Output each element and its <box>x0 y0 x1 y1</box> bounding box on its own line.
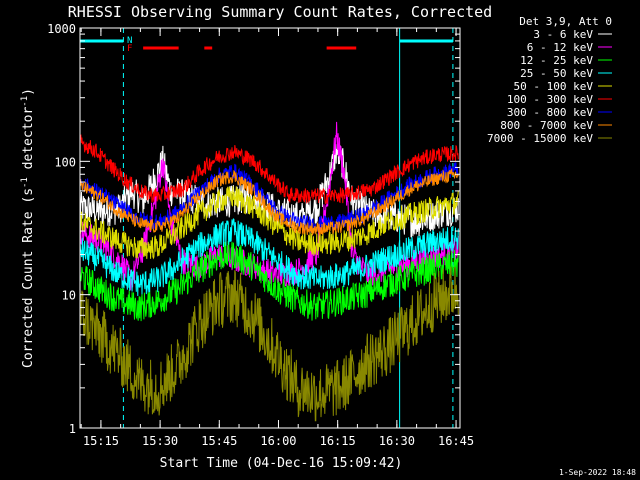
y-tick-label: 1 <box>69 422 76 436</box>
series-line <box>79 134 459 205</box>
timestamp: 1-Sep-2022 18:48 <box>559 468 636 477</box>
plot-area: NF 15:15 15:30 15:45 16:00 16:15 16:30 16:45 1… <box>47 22 474 448</box>
marker-label: N <box>127 36 132 46</box>
series-line <box>79 240 459 322</box>
series-line <box>79 266 459 422</box>
chart-title: RHESSI Observing Summary Count Rates, Co… <box>68 3 492 21</box>
legend-header: Det 3,9, Att 0 <box>519 15 612 28</box>
y-tick-label: 10 <box>62 289 76 303</box>
legend-label: 100 - 300 keV <box>507 93 593 106</box>
legend-label: 12 - 25 keV <box>520 54 593 67</box>
series-layer <box>79 121 459 422</box>
x-axis-label: Start Time (04-Dec-16 15:09:42) <box>160 456 403 471</box>
legend-label: 25 - 50 keV <box>520 67 593 80</box>
legend-label: 6 - 12 keV <box>527 41 594 54</box>
series-line <box>79 140 459 239</box>
x-tick-label: 15:30 <box>142 434 178 448</box>
series-line <box>79 167 459 236</box>
plot-frame <box>79 27 461 429</box>
series-line <box>79 186 459 260</box>
x-tick-label: 15:45 <box>201 434 237 448</box>
legend-label: 300 - 800 keV <box>507 106 593 119</box>
legend-label: 50 - 100 keV <box>514 80 594 93</box>
x-tick-label: 15:15 <box>83 434 119 448</box>
y-axis-label: Corrected Count Rate (s-1 detector-1) <box>20 88 36 368</box>
x-tick-label: 16:30 <box>379 434 415 448</box>
legend-label: 7000 - 15000 keV <box>487 132 593 145</box>
x-tick-label: 16:15 <box>320 434 356 448</box>
legend-label: 800 - 7000 keV <box>500 119 593 132</box>
legend-label: 3 - 6 keV <box>533 28 593 41</box>
x-tick-label: 16:45 <box>438 434 474 448</box>
x-tick-label: 16:00 <box>260 434 296 448</box>
marker-label: F <box>127 44 132 54</box>
y-axis: 1 10 100 1000 <box>47 22 460 436</box>
y-tick-label: 1000 <box>47 22 76 36</box>
x-axis: 15:15 15:30 15:45 16:00 16:15 16:30 16:45 <box>80 28 474 448</box>
y-tick-label: 100 <box>54 155 76 169</box>
series-line <box>79 218 459 297</box>
